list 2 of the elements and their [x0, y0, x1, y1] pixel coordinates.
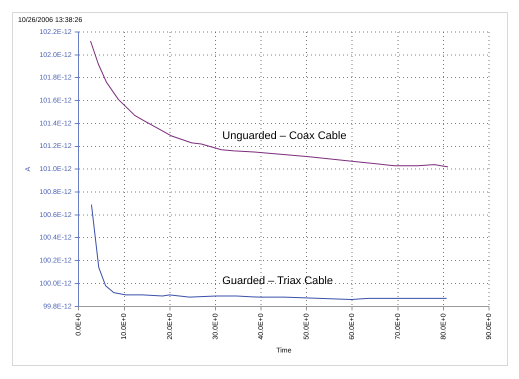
series-label: Unguarded – Coax Cable — [222, 130, 346, 142]
series-label: Guarded – Triax Cable — [222, 275, 333, 288]
